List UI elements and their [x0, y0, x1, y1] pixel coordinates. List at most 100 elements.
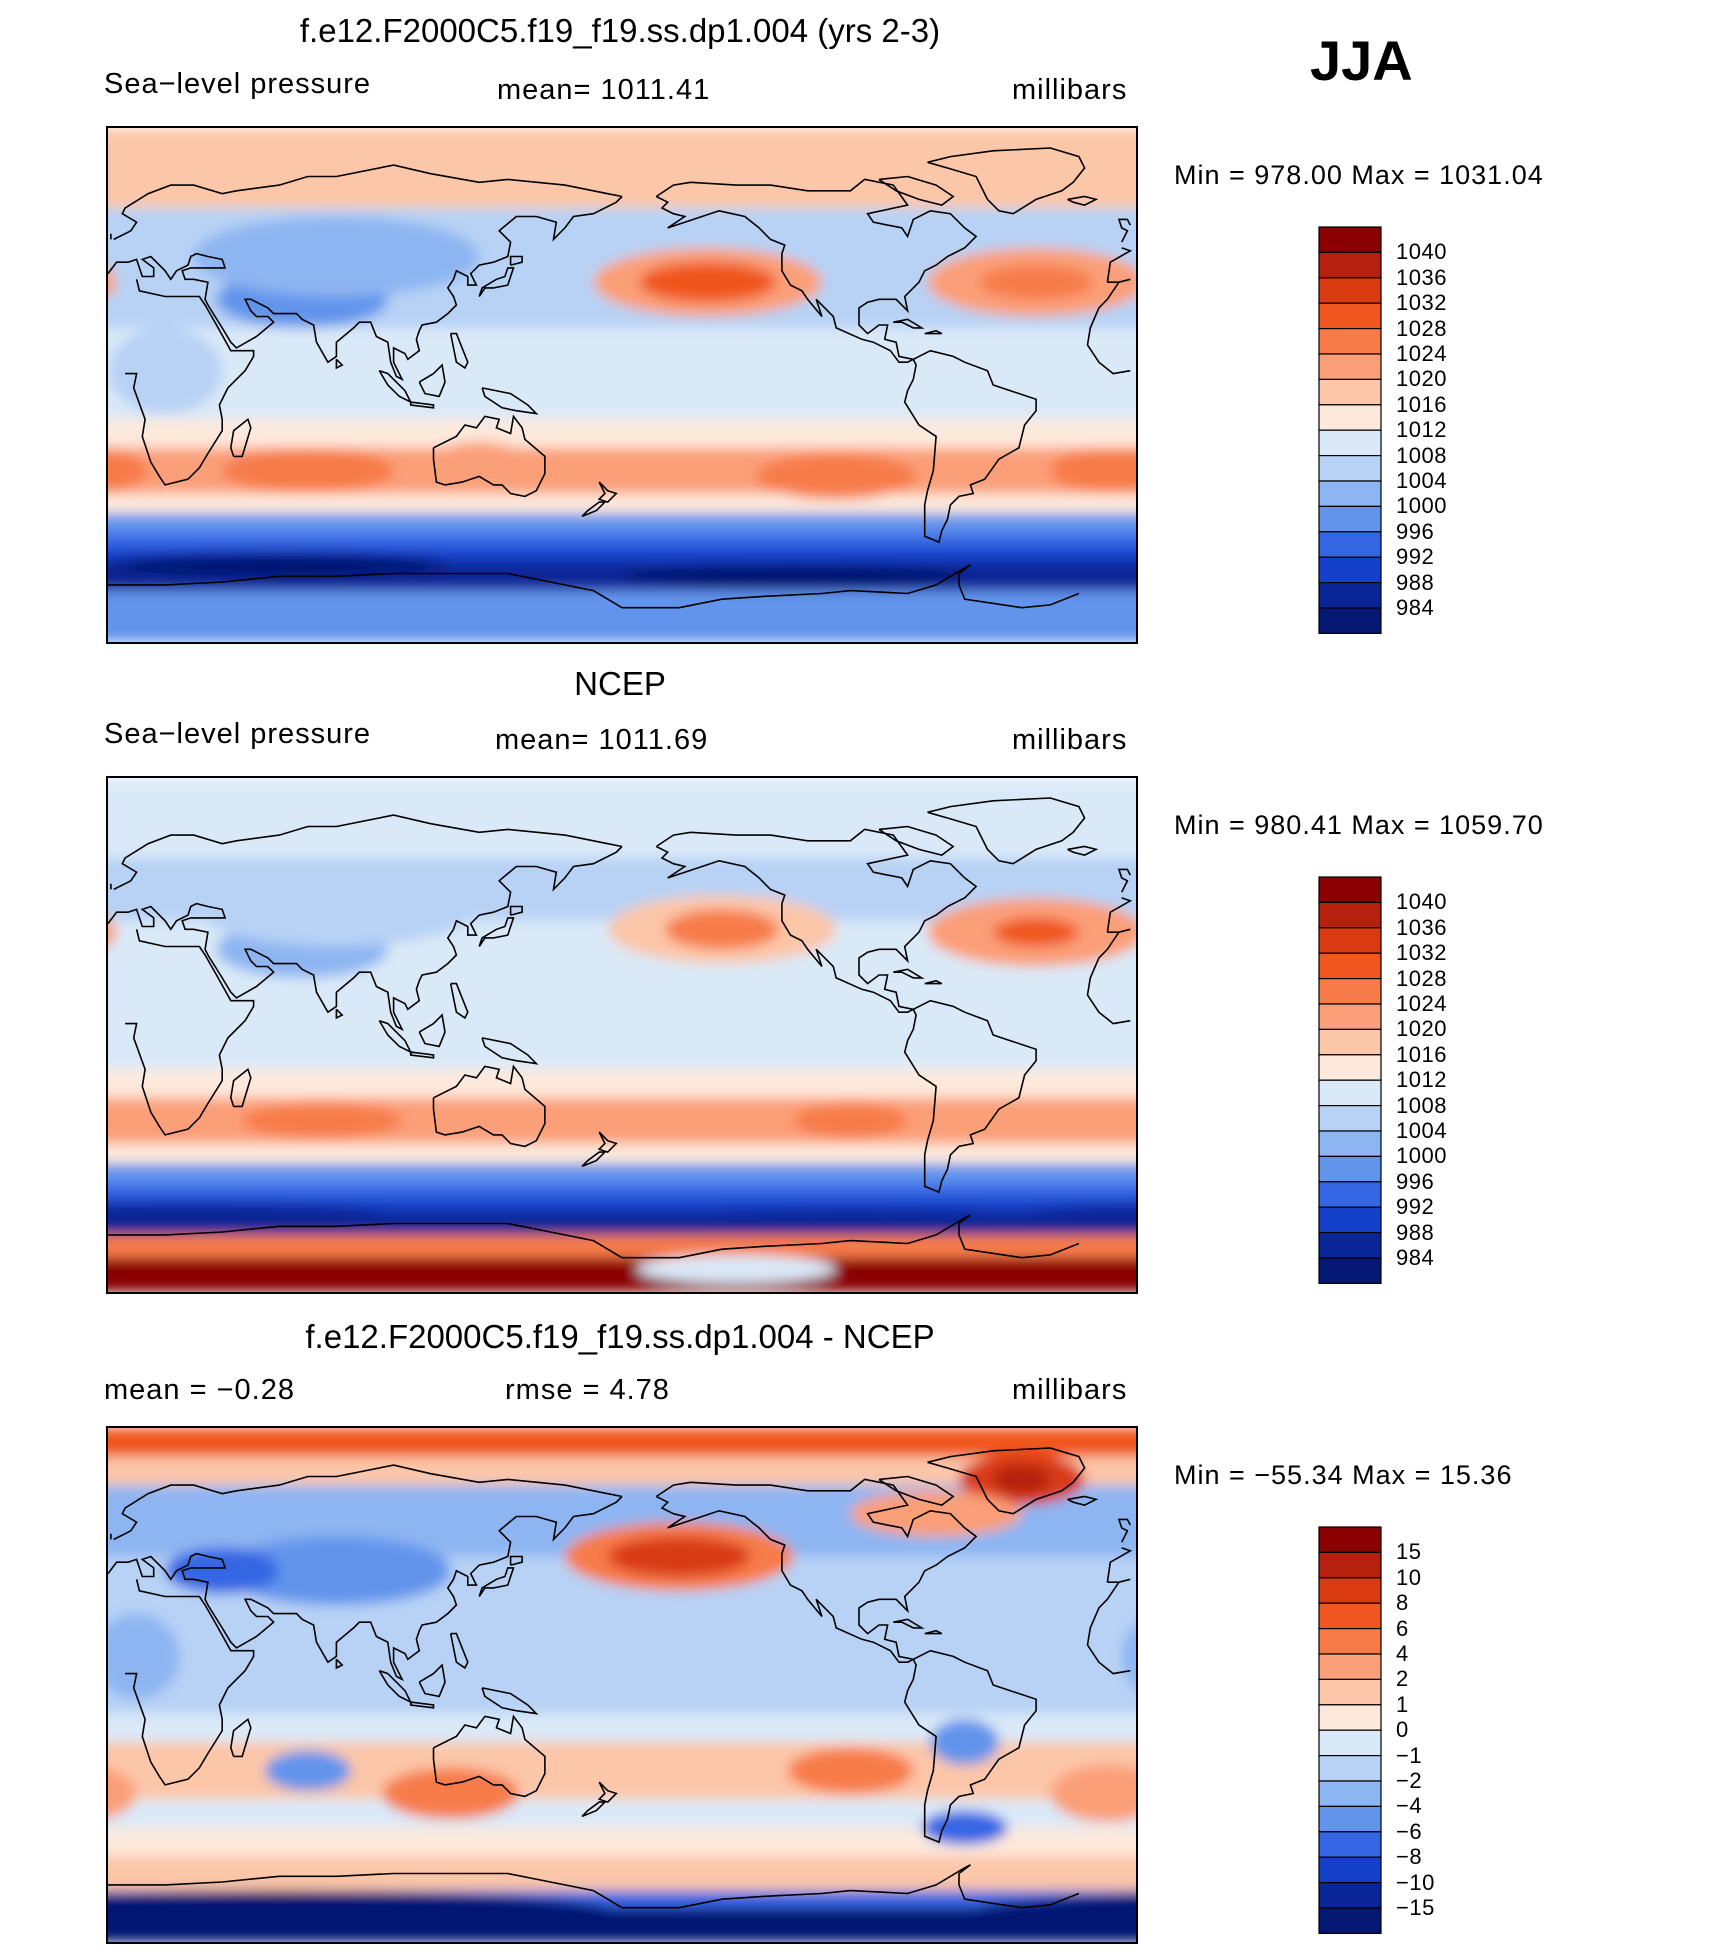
colorbar-swatch [1318, 480, 1382, 507]
colorbar-swatch [1318, 1155, 1382, 1183]
field-band [108, 513, 1136, 534]
colorbar-swatch [1318, 1003, 1382, 1030]
panel1-map [106, 126, 1138, 644]
colorbar-level-label: −6 [1396, 1818, 1423, 1844]
colorbar-level-label: 1008 [1396, 442, 1447, 468]
colorbar-level-label: −8 [1396, 1844, 1423, 1870]
field-feature [930, 1719, 999, 1765]
coastline [409, 1701, 435, 1709]
field-band [108, 1143, 1136, 1164]
coastline [478, 267, 515, 297]
field-feature [222, 447, 394, 494]
field-feature [964, 1893, 1136, 1934]
colorbar-level-label: 8 [1396, 1590, 1409, 1616]
coastline [655, 828, 978, 1013]
colorbar-swatch [1318, 876, 1382, 903]
field-feature [193, 216, 480, 297]
coastline [409, 401, 435, 409]
colorbar-swatch [1318, 1577, 1382, 1604]
field-band [108, 977, 1136, 1070]
coastline [110, 218, 1132, 243]
coastline [481, 1037, 539, 1065]
colorbar-swatch [1318, 1882, 1382, 1909]
field-feature [607, 1536, 751, 1577]
field-feature [108, 1613, 180, 1700]
coastline [335, 1008, 344, 1020]
panel2-units: millibars [1012, 724, 1128, 756]
field-feature [108, 553, 451, 577]
colorbar-swatch [1318, 327, 1382, 355]
coastline [432, 1064, 546, 1148]
colorbar-level-label: 984 [1396, 1245, 1435, 1270]
colorbar-level-label: 1032 [1396, 290, 1447, 316]
colorbar-level-label: 1000 [1396, 1143, 1447, 1169]
coastline [1067, 845, 1099, 856]
field-feature [108, 449, 148, 492]
coastline [581, 1151, 607, 1168]
colorbar-level-label: 1000 [1396, 493, 1447, 519]
colorbar-level-label: 988 [1396, 1219, 1435, 1245]
field-feature [108, 268, 117, 296]
panel1-center-label: mean= 1011.41 [497, 74, 711, 106]
colorbar-swatch [1318, 1856, 1382, 1884]
colorbar-level-label: 6 [1396, 1615, 1409, 1641]
colorbar-swatch [1318, 378, 1382, 406]
colorbar-swatch [1318, 226, 1382, 253]
field-feature [639, 262, 777, 303]
coastline [478, 1567, 515, 1597]
coastline [113, 1464, 1133, 1583]
colorbar-swatch [1318, 1526, 1382, 1553]
coastline [108, 1872, 623, 1909]
coastline [108, 572, 623, 609]
field-feature [108, 327, 223, 414]
colorbar-swatch [1318, 607, 1382, 634]
colorbar-level-label: 988 [1396, 569, 1435, 595]
field-band [108, 1197, 1136, 1213]
colorbar-level-label: 996 [1396, 518, 1435, 544]
colorbar-level-label: −10 [1396, 1869, 1435, 1895]
panel2-colorbar: 1040 1036 1032 1028 1024 1020 1016 1012 1008 1004… [1318, 876, 1446, 1284]
field-band [108, 419, 1136, 448]
colorbar-swatch [1318, 1105, 1382, 1132]
coastline [418, 1663, 446, 1698]
coastline [924, 1629, 943, 1635]
coastline [903, 999, 1037, 1194]
colorbar-level-label: 1040 [1396, 239, 1447, 265]
field-feature [787, 1747, 914, 1794]
panel1-left-label: Sea−level pressure [104, 68, 372, 100]
colorbar-level-label: 1036 [1396, 264, 1447, 290]
coastline [108, 1495, 1131, 1682]
colorbar-level-label: 1036 [1396, 914, 1447, 940]
colorbar-level-label: 1012 [1396, 1067, 1447, 1093]
colorbar-swatch [1318, 582, 1382, 609]
coastline [110, 1518, 1132, 1543]
coastline [110, 868, 1132, 893]
colorbar-svg [1318, 876, 1382, 1284]
field-feature [993, 917, 1079, 947]
colorbar-level-label: 992 [1396, 1194, 1435, 1220]
coastline [878, 825, 955, 856]
field-band [108, 778, 1136, 858]
colorbar-swatch [1318, 277, 1382, 304]
coastline [597, 481, 618, 504]
colorbar-swatch [1318, 1054, 1382, 1081]
field-feature [1021, 1204, 1136, 1226]
field-band [108, 1428, 1136, 1457]
colorbar-svg [1318, 226, 1382, 634]
colorbar-swatch [1318, 531, 1382, 558]
panel3-center-label: rmse = 4.78 [505, 1374, 670, 1406]
field-band [108, 493, 1136, 514]
colorbar-swatch [1318, 1130, 1382, 1157]
coastline [478, 917, 515, 947]
map-svg [108, 778, 1136, 1292]
field-band [108, 1627, 1136, 1714]
field-feature [427, 442, 531, 488]
colorbar-swatch [1318, 1755, 1382, 1782]
coastline [418, 1013, 446, 1048]
colorbar-swatch [1318, 1028, 1382, 1056]
coastline [655, 178, 978, 363]
field-feature [921, 1810, 1008, 1845]
field-feature [222, 1536, 451, 1606]
colorbar-level-label: 1016 [1396, 1041, 1447, 1067]
coastline [1067, 195, 1099, 206]
